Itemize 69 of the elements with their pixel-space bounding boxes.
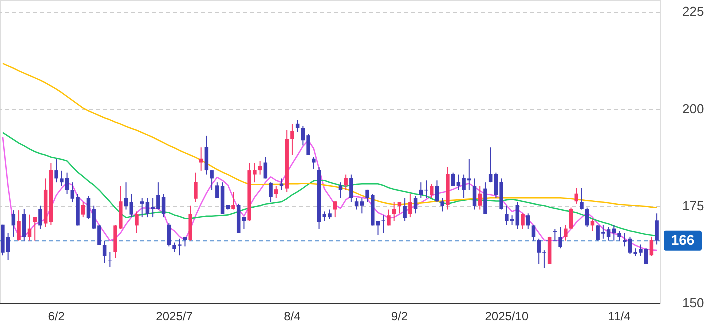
candlestick <box>167 222 172 248</box>
candlestick <box>580 188 584 210</box>
candlestick <box>382 215 386 234</box>
candlestick <box>472 178 477 210</box>
candlestick <box>430 184 434 199</box>
candlestick <box>526 213 530 230</box>
x-tick-label: 8/4 <box>284 310 302 324</box>
candlestick <box>558 226 562 250</box>
candlestick <box>564 224 568 242</box>
candlestick <box>553 228 558 242</box>
candlestick <box>12 210 16 238</box>
candlestick <box>585 207 590 228</box>
x-tick-label: 11/4 <box>608 310 632 324</box>
candlestick <box>210 170 214 191</box>
x-tick-label: 6/2 <box>48 310 66 324</box>
candlestick <box>290 124 294 156</box>
y-tick-label: 175 <box>682 198 704 214</box>
candlestick <box>312 156 316 170</box>
candlestick <box>435 180 440 202</box>
candlestick <box>532 224 536 242</box>
candlestick <box>28 214 32 242</box>
candlestick <box>54 158 58 184</box>
candlestick <box>387 209 391 226</box>
candlestick <box>135 211 139 234</box>
candlestick <box>392 202 396 222</box>
candlestick <box>264 156 268 180</box>
candlestick <box>280 178 284 191</box>
candlestick <box>354 198 359 210</box>
y-tick-label: 225 <box>682 4 704 20</box>
x-tick-label: 9/2 <box>391 310 408 324</box>
x-tick-label: 2025/10 <box>485 310 529 324</box>
candlestick <box>194 172 198 202</box>
candlestick <box>451 172 456 187</box>
candlestick <box>38 205 42 230</box>
candlestick <box>199 147 204 172</box>
candlestick <box>338 182 343 199</box>
candlestick <box>574 188 579 204</box>
candlestick <box>242 216 246 230</box>
y-tick-label: 200 <box>682 101 704 116</box>
candlestick <box>344 174 348 191</box>
candlestick <box>17 210 21 242</box>
candlestick <box>403 198 407 222</box>
candlestick <box>618 230 622 242</box>
y-tick-label: 150 <box>682 296 704 310</box>
candlestick <box>398 202 402 214</box>
candlestick <box>408 194 412 218</box>
candlestick <box>521 213 525 230</box>
candlestick <box>478 186 482 210</box>
candlestick <box>204 135 209 176</box>
candlestick <box>569 207 574 230</box>
candlestick <box>22 208 26 242</box>
candlestick <box>81 202 86 218</box>
candlestick <box>274 186 278 199</box>
candlestick <box>516 202 520 230</box>
ref-line-label: 166 <box>671 232 695 248</box>
candlestick <box>33 216 37 242</box>
candlestick <box>102 240 107 264</box>
candlestick <box>140 198 144 218</box>
candlestick <box>350 174 354 202</box>
candlestick <box>655 213 659 246</box>
candlestick <box>488 147 493 184</box>
candlestick <box>232 192 236 210</box>
candlestick <box>440 198 444 212</box>
candlestick <box>414 196 418 214</box>
candlestick <box>650 236 654 257</box>
candlestick <box>269 182 273 202</box>
candlestick <box>360 198 364 214</box>
x-tick-label: 2025/7 <box>156 310 194 324</box>
candlestick <box>333 201 338 218</box>
